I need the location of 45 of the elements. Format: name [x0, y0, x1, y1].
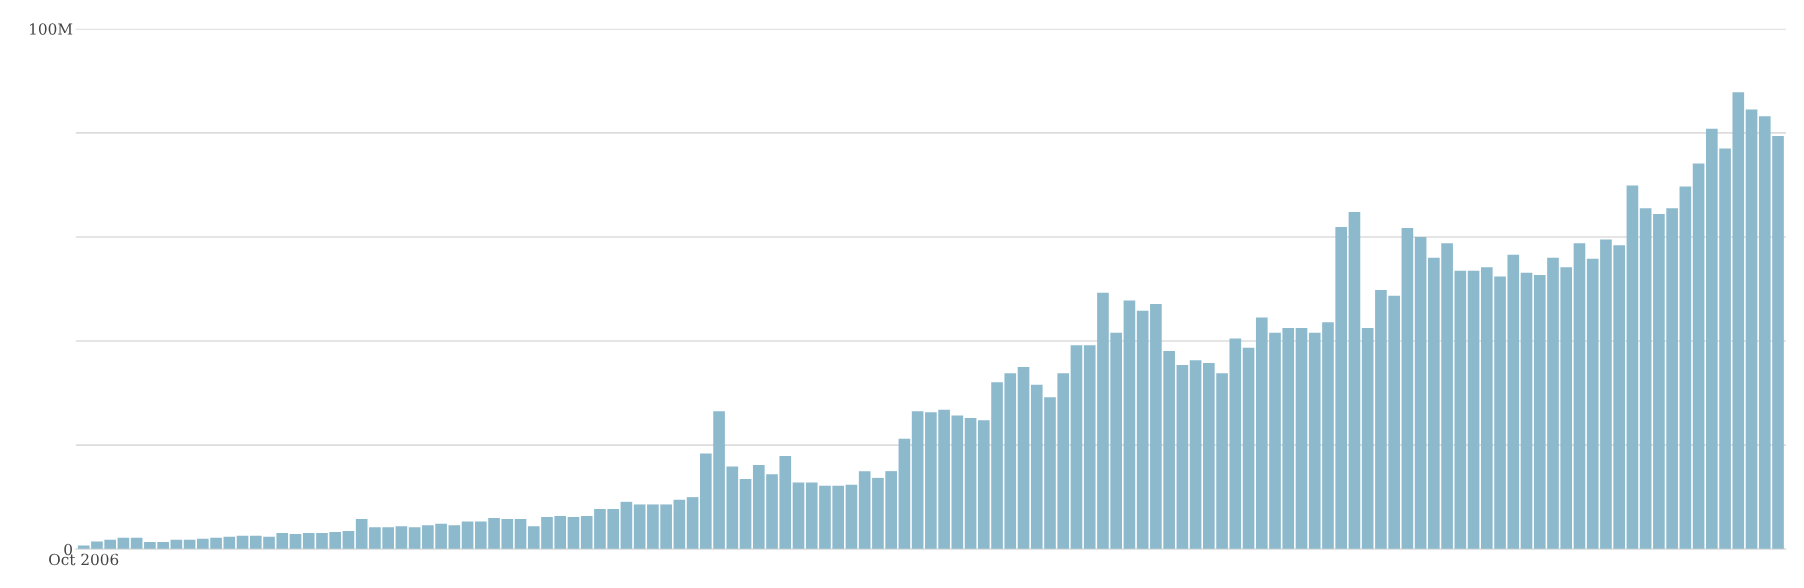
- bar: [514, 519, 527, 550]
- bar: [130, 537, 143, 550]
- bar: [1348, 211, 1361, 550]
- bar: [1136, 310, 1149, 550]
- bar: [461, 521, 474, 550]
- bar: [845, 484, 858, 550]
- bar: [620, 501, 633, 550]
- bar: [964, 418, 977, 550]
- bar: [342, 530, 355, 550]
- bar: [395, 526, 408, 550]
- bar: [1295, 328, 1308, 550]
- bar: [1123, 300, 1136, 550]
- bar: [170, 539, 183, 550]
- bar: [1176, 364, 1189, 550]
- bar: [1189, 360, 1202, 550]
- bar: [1692, 163, 1705, 550]
- bar: [1414, 236, 1427, 550]
- bar: [911, 411, 924, 550]
- bar: [1242, 347, 1255, 550]
- bar: [567, 516, 580, 550]
- bar: [289, 534, 302, 550]
- bar: [1520, 272, 1533, 550]
- bar: [117, 537, 130, 550]
- bar: [1679, 186, 1692, 550]
- bar: [183, 539, 196, 550]
- bar: [1639, 208, 1652, 550]
- bar: [1454, 270, 1467, 550]
- bar: [792, 482, 805, 550]
- bar: [633, 504, 646, 550]
- bar: [448, 525, 461, 550]
- bar: [1401, 228, 1414, 550]
- bar: [898, 438, 911, 550]
- bar: [739, 478, 752, 550]
- y-tick-label: 100M: [30, 23, 73, 35]
- bar: [673, 499, 686, 550]
- bar: [686, 497, 699, 550]
- bar: [1017, 367, 1030, 550]
- bar: [1070, 345, 1083, 550]
- bar: [1745, 109, 1758, 550]
- bar: [408, 527, 421, 550]
- bar: [1573, 243, 1586, 550]
- bar: [1626, 185, 1639, 550]
- bar: [1467, 270, 1480, 550]
- bar: [236, 535, 249, 550]
- bar: [951, 415, 964, 550]
